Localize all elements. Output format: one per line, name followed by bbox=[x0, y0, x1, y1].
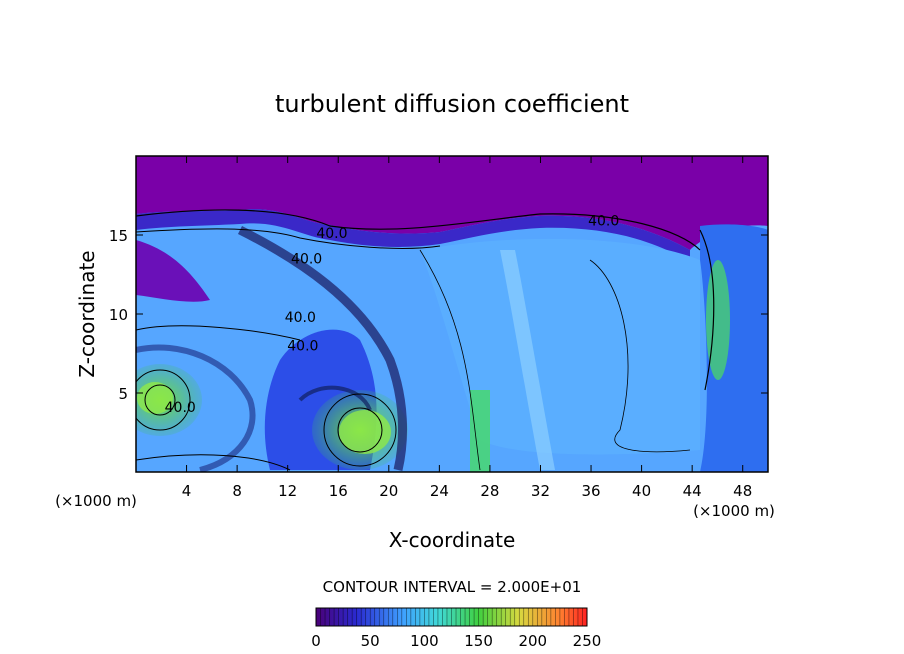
contour-label: 40.0 bbox=[588, 214, 619, 230]
contour-interval: CONTOUR INTERVAL = 2.000E+01 bbox=[323, 578, 582, 596]
colorbar-tick-label: 0 bbox=[311, 632, 321, 650]
x-tick-label: 48 bbox=[733, 482, 752, 500]
colorbar-tick-label: 50 bbox=[361, 632, 380, 650]
x-tick-label: 8 bbox=[232, 482, 242, 500]
colorbar-ticks: 0 50 100 150 200 250 bbox=[311, 632, 601, 650]
colorbar: 0 50 100 150 200 250 bbox=[311, 608, 601, 650]
x-tick-label: 20 bbox=[379, 482, 398, 500]
x-tick-label: 16 bbox=[329, 482, 348, 500]
colorbar-tick-label: 150 bbox=[464, 632, 493, 650]
contour-label: 40.0 bbox=[316, 226, 347, 242]
x-tick-label: 24 bbox=[430, 482, 449, 500]
colorbar-tick-label: 250 bbox=[573, 632, 602, 650]
x-tick-label: 12 bbox=[278, 482, 297, 500]
x-tick-label: 40 bbox=[632, 482, 651, 500]
x-tick-label: 44 bbox=[683, 482, 702, 500]
y-tick-label: 5 bbox=[118, 385, 128, 403]
x-tick-label: 4 bbox=[182, 482, 192, 500]
plot-area bbox=[118, 156, 768, 472]
x-tick-label: 36 bbox=[581, 482, 600, 500]
contour-label: 40.0 bbox=[285, 310, 316, 326]
contour-label: 40.0 bbox=[291, 251, 322, 267]
x-tick-label: 28 bbox=[480, 482, 499, 500]
colorbar-tick-label: 200 bbox=[518, 632, 547, 650]
colorbar-stripes bbox=[316, 608, 587, 626]
contour-label: 40.0 bbox=[287, 338, 318, 354]
x-unit-right: (×1000 m) bbox=[693, 502, 775, 520]
colorbar-tick-label: 100 bbox=[410, 632, 439, 650]
y-tick-label: 10 bbox=[109, 306, 128, 324]
x-axis-label: X-coordinate bbox=[389, 528, 516, 552]
x-unit-left: (×1000 m) bbox=[55, 492, 137, 510]
contour-label: 40.0 bbox=[165, 400, 196, 416]
chart-title: turbulent diffusion coefficient bbox=[275, 90, 629, 118]
x-tick-label: 32 bbox=[531, 482, 550, 500]
y-tick-label: 15 bbox=[109, 227, 128, 245]
y-axis-label: Z-coordinate bbox=[75, 250, 99, 377]
